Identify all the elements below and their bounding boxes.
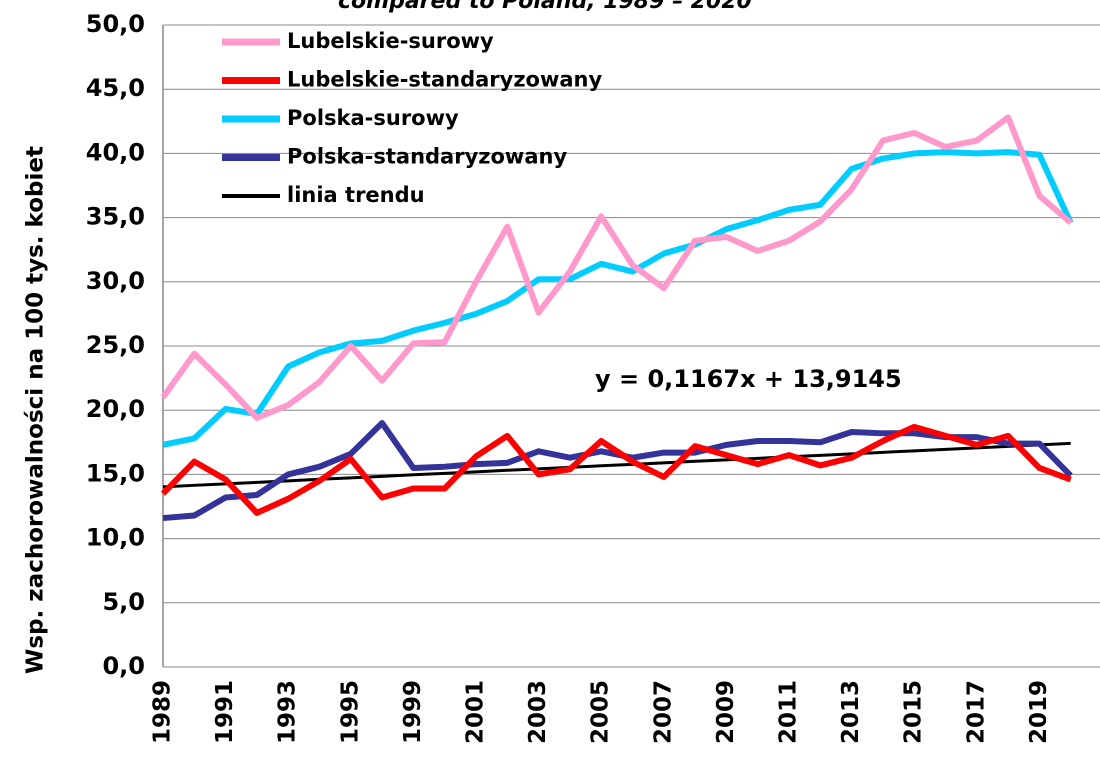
x-tick-label: 1991	[212, 680, 238, 744]
legend-label: linia trendu	[287, 183, 425, 207]
series-line	[160, 423, 1072, 516]
x-tick-label: 1999	[400, 680, 426, 744]
legend-label: Polska-surowy	[287, 106, 459, 130]
x-tick-label: 2013	[838, 680, 864, 744]
y-tick-label: 10,0	[86, 524, 145, 552]
x-tick-label: 1989	[150, 680, 176, 744]
y-tick-label: 15,0	[86, 459, 145, 487]
x-tick-label: 2009	[713, 680, 739, 744]
y-tick-label: 30,0	[86, 267, 145, 295]
y-tick-label: 40,0	[86, 138, 145, 166]
annotation: y = 0,1167x + 13,9145	[595, 365, 902, 393]
y-tick-label: 45,0	[86, 74, 145, 102]
y-tick-label: 5,0	[102, 588, 145, 616]
y-axis-label: Wsp. zachorowalności na 100 tys. kobiet	[23, 146, 49, 674]
x-tick-label: 1993	[275, 680, 301, 744]
x-tick-label: 2005	[588, 680, 614, 744]
series-line	[160, 114, 1073, 421]
y-tick-label: 0,0	[102, 652, 145, 680]
legend-label: Lubelskie-surowy	[287, 29, 494, 53]
legend-label: Polska-standaryzowany	[287, 145, 567, 169]
series-line	[162, 420, 1073, 522]
y-tick-label: 20,0	[86, 395, 145, 423]
chart-title: compared to Poland, 1989 – 2020	[338, 0, 752, 14]
y-tick-label: 50,0	[86, 10, 145, 38]
x-tick-label: 2011	[776, 680, 802, 744]
x-tick-label: 2019	[1026, 680, 1052, 744]
x-tick-label: 2003	[525, 680, 551, 744]
y-tick-label: 35,0	[86, 203, 145, 231]
x-tick-label: 1995	[337, 680, 363, 744]
series-line	[162, 149, 1074, 448]
x-tick-label: 2001	[463, 680, 489, 744]
y-tick-label: 25,0	[86, 331, 145, 359]
x-tick-label: 2017	[963, 680, 989, 744]
series-line	[162, 441, 1071, 489]
legend-label: Lubelskie-standaryzowany	[287, 68, 603, 92]
x-tick-label: 2007	[650, 680, 676, 744]
x-tick-label: 2015	[901, 680, 927, 744]
